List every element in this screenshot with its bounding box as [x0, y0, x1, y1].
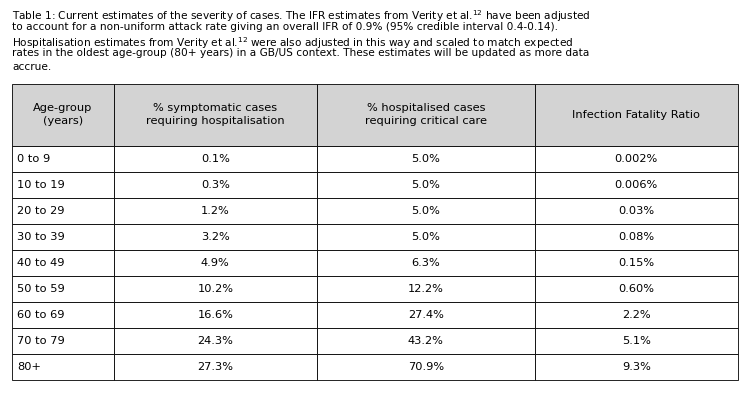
- Bar: [114, 224, 317, 249]
- Text: 4.9%: 4.9%: [201, 258, 229, 267]
- Text: 50 to 59: 50 to 59: [17, 284, 64, 294]
- Text: accrue.: accrue.: [12, 62, 51, 72]
- Bar: [535, 249, 738, 275]
- Bar: [12, 249, 114, 275]
- Bar: [114, 249, 317, 275]
- Text: 0.002%: 0.002%: [615, 153, 658, 164]
- Text: 2.2%: 2.2%: [622, 309, 651, 320]
- Bar: [114, 301, 317, 328]
- Text: 16.6%: 16.6%: [197, 309, 233, 320]
- Bar: [12, 224, 114, 249]
- Text: % symptomatic cases
requiring hospitalisation: % symptomatic cases requiring hospitalis…: [146, 103, 284, 126]
- Bar: [317, 354, 535, 379]
- Text: 5.0%: 5.0%: [412, 179, 440, 190]
- Text: 60 to 69: 60 to 69: [17, 309, 64, 320]
- Text: 0.60%: 0.60%: [618, 284, 654, 294]
- Bar: [535, 198, 738, 224]
- Text: % hospitalised cases
requiring critical care: % hospitalised cases requiring critical …: [364, 103, 487, 126]
- Bar: [114, 275, 317, 301]
- Text: 12.2%: 12.2%: [408, 284, 444, 294]
- Bar: [12, 301, 114, 328]
- Text: 0.15%: 0.15%: [618, 258, 655, 267]
- Bar: [535, 83, 738, 145]
- Bar: [535, 171, 738, 198]
- Text: 3.2%: 3.2%: [201, 232, 229, 241]
- Bar: [535, 275, 738, 301]
- Bar: [114, 145, 317, 171]
- Text: 10.2%: 10.2%: [197, 284, 233, 294]
- Bar: [317, 171, 535, 198]
- Bar: [317, 249, 535, 275]
- Text: rates in the oldest age-group (80+ years) in a GB/US context. These estimates wi: rates in the oldest age-group (80+ years…: [12, 49, 590, 58]
- Text: 43.2%: 43.2%: [408, 335, 444, 345]
- Text: 6.3%: 6.3%: [412, 258, 440, 267]
- Bar: [114, 83, 317, 145]
- Text: 9.3%: 9.3%: [622, 362, 651, 371]
- Bar: [12, 328, 114, 354]
- Text: 27.4%: 27.4%: [408, 309, 444, 320]
- Bar: [317, 145, 535, 171]
- Bar: [317, 83, 535, 145]
- Text: 0.08%: 0.08%: [618, 232, 655, 241]
- Text: 24.3%: 24.3%: [197, 335, 233, 345]
- Bar: [317, 275, 535, 301]
- Bar: [114, 354, 317, 379]
- Bar: [114, 198, 317, 224]
- Text: 5.1%: 5.1%: [622, 335, 651, 345]
- Text: 70 to 79: 70 to 79: [17, 335, 64, 345]
- Text: 5.0%: 5.0%: [412, 153, 440, 164]
- Text: 40 to 49: 40 to 49: [17, 258, 64, 267]
- Bar: [317, 198, 535, 224]
- Text: 5.0%: 5.0%: [412, 205, 440, 215]
- Text: 0.03%: 0.03%: [618, 205, 655, 215]
- Text: 80+: 80+: [17, 362, 40, 371]
- Text: 1.2%: 1.2%: [201, 205, 229, 215]
- Bar: [12, 275, 114, 301]
- Bar: [12, 171, 114, 198]
- Bar: [535, 301, 738, 328]
- Bar: [317, 224, 535, 249]
- Bar: [12, 83, 114, 145]
- Text: 0.006%: 0.006%: [615, 179, 658, 190]
- Bar: [535, 354, 738, 379]
- Text: 10 to 19: 10 to 19: [17, 179, 64, 190]
- Text: 70.9%: 70.9%: [408, 362, 444, 371]
- Bar: [317, 328, 535, 354]
- Text: 0 to 9: 0 to 9: [17, 153, 50, 164]
- Text: Infection Fatality Ratio: Infection Fatality Ratio: [572, 109, 700, 119]
- Bar: [535, 328, 738, 354]
- Bar: [114, 328, 317, 354]
- Text: Table 1: Current estimates of the severity of cases. The IFR estimates from Veri: Table 1: Current estimates of the severi…: [12, 8, 590, 24]
- Bar: [12, 354, 114, 379]
- Bar: [12, 198, 114, 224]
- Text: 20 to 29: 20 to 29: [17, 205, 64, 215]
- Text: 27.3%: 27.3%: [197, 362, 233, 371]
- Bar: [317, 301, 535, 328]
- Bar: [535, 145, 738, 171]
- Text: 30 to 39: 30 to 39: [17, 232, 64, 241]
- Text: to account for a non-uniform attack rate giving an overall IFR of 0.9% (95% cred: to account for a non-uniform attack rate…: [12, 21, 558, 32]
- Bar: [12, 145, 114, 171]
- Text: Hospitalisation estimates from Verity et al.$^{12}$ were also adjusted in this w: Hospitalisation estimates from Verity et…: [12, 35, 573, 51]
- Text: 5.0%: 5.0%: [412, 232, 440, 241]
- Bar: [535, 224, 738, 249]
- Text: Age-group
(years): Age-group (years): [33, 103, 92, 126]
- Text: 0.1%: 0.1%: [201, 153, 229, 164]
- Text: 0.3%: 0.3%: [201, 179, 229, 190]
- Bar: [114, 171, 317, 198]
